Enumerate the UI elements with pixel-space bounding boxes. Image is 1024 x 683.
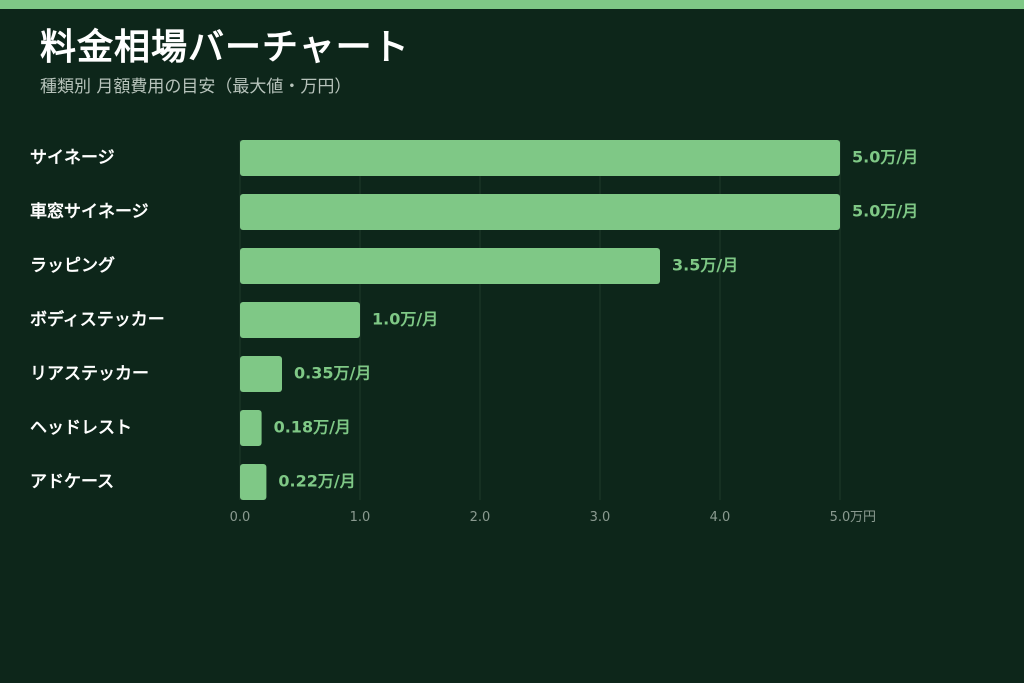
category-label: リアステッカー — [30, 364, 149, 384]
x-tick-label: 2.0 — [470, 510, 491, 525]
value-label: 1.0万/月 — [372, 310, 438, 329]
value-label: 0.22万/月 — [278, 472, 355, 491]
value-label: 5.0万/月 — [852, 202, 918, 221]
bar — [240, 302, 360, 338]
category-label: ラッピング — [30, 255, 115, 276]
bar — [240, 410, 262, 446]
bar — [240, 248, 660, 284]
x-unit-label: 万円 — [850, 510, 876, 525]
chart-title: 料金相場バーチャート — [40, 27, 410, 68]
category-label: 車窓サイネージ — [30, 201, 149, 222]
chart-subtitle: 種類別 月額費用の目安（最大値・万円） — [40, 77, 352, 97]
bar — [240, 464, 267, 500]
category-label: ヘッドレスト — [30, 418, 132, 438]
x-tick-label: 4.0 — [710, 510, 731, 525]
bar — [240, 140, 840, 176]
x-tick-label: 0.0 — [230, 510, 251, 525]
x-tick-label: 1.0 — [350, 510, 371, 525]
top-accent-bar — [0, 0, 1024, 9]
value-label: 0.18万/月 — [274, 418, 351, 437]
x-tick-label: 3.0 — [590, 510, 611, 525]
value-label: 0.35万/月 — [294, 364, 371, 383]
x-tick-label: 5.0 — [830, 510, 851, 525]
category-label: サイネージ — [30, 148, 115, 168]
bar — [240, 356, 282, 392]
category-label: アドケース — [30, 472, 114, 492]
value-label: 3.5万/月 — [672, 256, 738, 275]
bar — [240, 194, 840, 230]
category-label: ボディステッカー — [30, 309, 165, 330]
value-label: 5.0万/月 — [852, 148, 918, 167]
